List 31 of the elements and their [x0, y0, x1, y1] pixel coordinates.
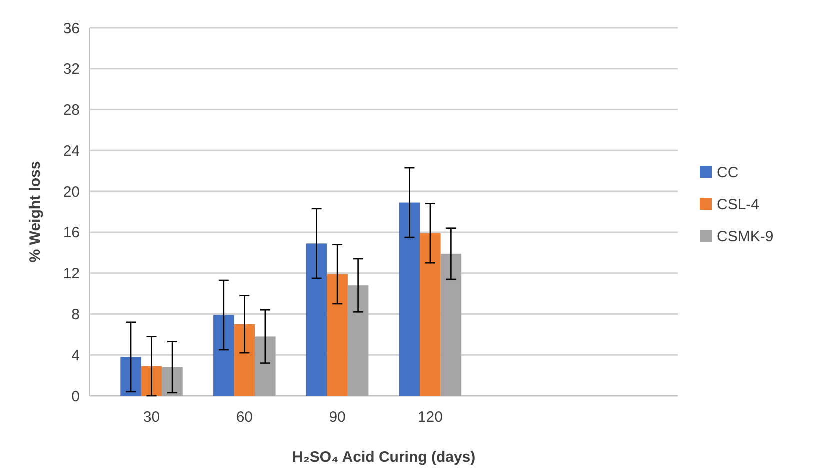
x-axis-title: H₂SO₄ Acid Curing (days) — [292, 449, 476, 466]
bar — [120, 357, 142, 396]
bar — [255, 336, 276, 396]
legend-label: CSL-4 — [717, 196, 760, 214]
y-tick-label: 16 — [63, 224, 80, 242]
y-tick-label: 36 — [63, 20, 80, 38]
y-axis-title: % Weight loss — [27, 161, 44, 263]
y-tick-label: 4 — [72, 347, 80, 364]
y-tick-label: 0 — [72, 388, 80, 406]
y-tick-label: 20 — [63, 184, 80, 201]
bar — [440, 254, 462, 396]
bar — [141, 366, 162, 396]
x-tick-label: 30 — [143, 409, 160, 426]
bar — [234, 324, 256, 396]
bar — [327, 274, 348, 396]
y-tick-label: 28 — [63, 102, 80, 120]
y-tick-label: 32 — [63, 61, 80, 78]
y-tick-label: 12 — [63, 266, 80, 283]
legend-label: CC — [717, 164, 739, 182]
bar — [306, 244, 328, 396]
bar — [214, 315, 234, 396]
bar — [162, 367, 183, 396]
y-tick-label: 24 — [63, 142, 80, 160]
x-tick-label: 60 — [236, 409, 254, 426]
x-tick-label: 90 — [329, 409, 346, 426]
y-tick-label: 8 — [72, 306, 80, 324]
bar — [420, 233, 441, 396]
bar — [348, 286, 369, 396]
x-tick-label: 120 — [418, 409, 443, 426]
bar — [399, 202, 420, 396]
legend-label: CSMK-9 — [717, 228, 774, 246]
